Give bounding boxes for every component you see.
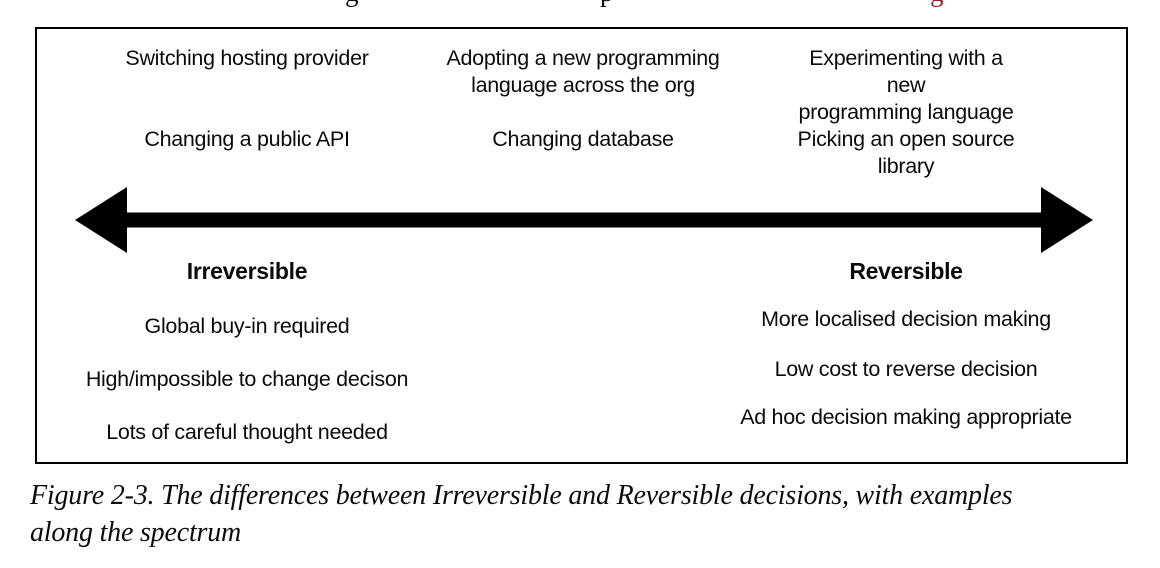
reversible-label: Reversible xyxy=(849,258,963,284)
example-switching-hosting-provider: Switching hosting provider xyxy=(125,46,369,70)
figure-box: Switching hosting provider Adopting a ne… xyxy=(35,27,1128,464)
irreversible-trait-global-buy-in: Global buy-in required xyxy=(144,314,350,338)
text-descender-fragment: g xyxy=(345,0,359,6)
reversible-trait-low-cost-reverse: Low cost to reverse decision xyxy=(774,357,1038,381)
cropped-text-line: g p g xyxy=(0,0,1160,9)
figure-caption: Figure 2-3. The differences between Irre… xyxy=(30,480,1013,548)
reversible-trait-localised-decisions: More localised decision making xyxy=(761,307,1051,331)
example-changing-database: Changing database xyxy=(492,127,674,151)
spectrum-double-arrow xyxy=(75,187,1093,253)
reversible-trait-ad-hoc-decisions: Ad hoc decision making appropriate xyxy=(740,405,1072,429)
example-changing-public-api: Changing a public API xyxy=(144,127,350,151)
example-picking-open-source-library: Picking an open source library xyxy=(797,127,1015,178)
irreversible-trait-hard-to-change: High/impossible to change decison xyxy=(85,367,409,391)
irreversible-trait-careful-thought: Lots of careful thought needed xyxy=(106,420,388,444)
example-adopting-new-language-org: Adopting a new programming language acro… xyxy=(446,46,720,97)
link-text-fragment[interactable]: g xyxy=(930,0,944,6)
irreversible-label: Irreversible xyxy=(186,258,308,284)
example-experimenting-new-language: Experimenting with a new programming lan… xyxy=(798,46,1014,124)
text-descender-fragment: p xyxy=(600,0,614,6)
